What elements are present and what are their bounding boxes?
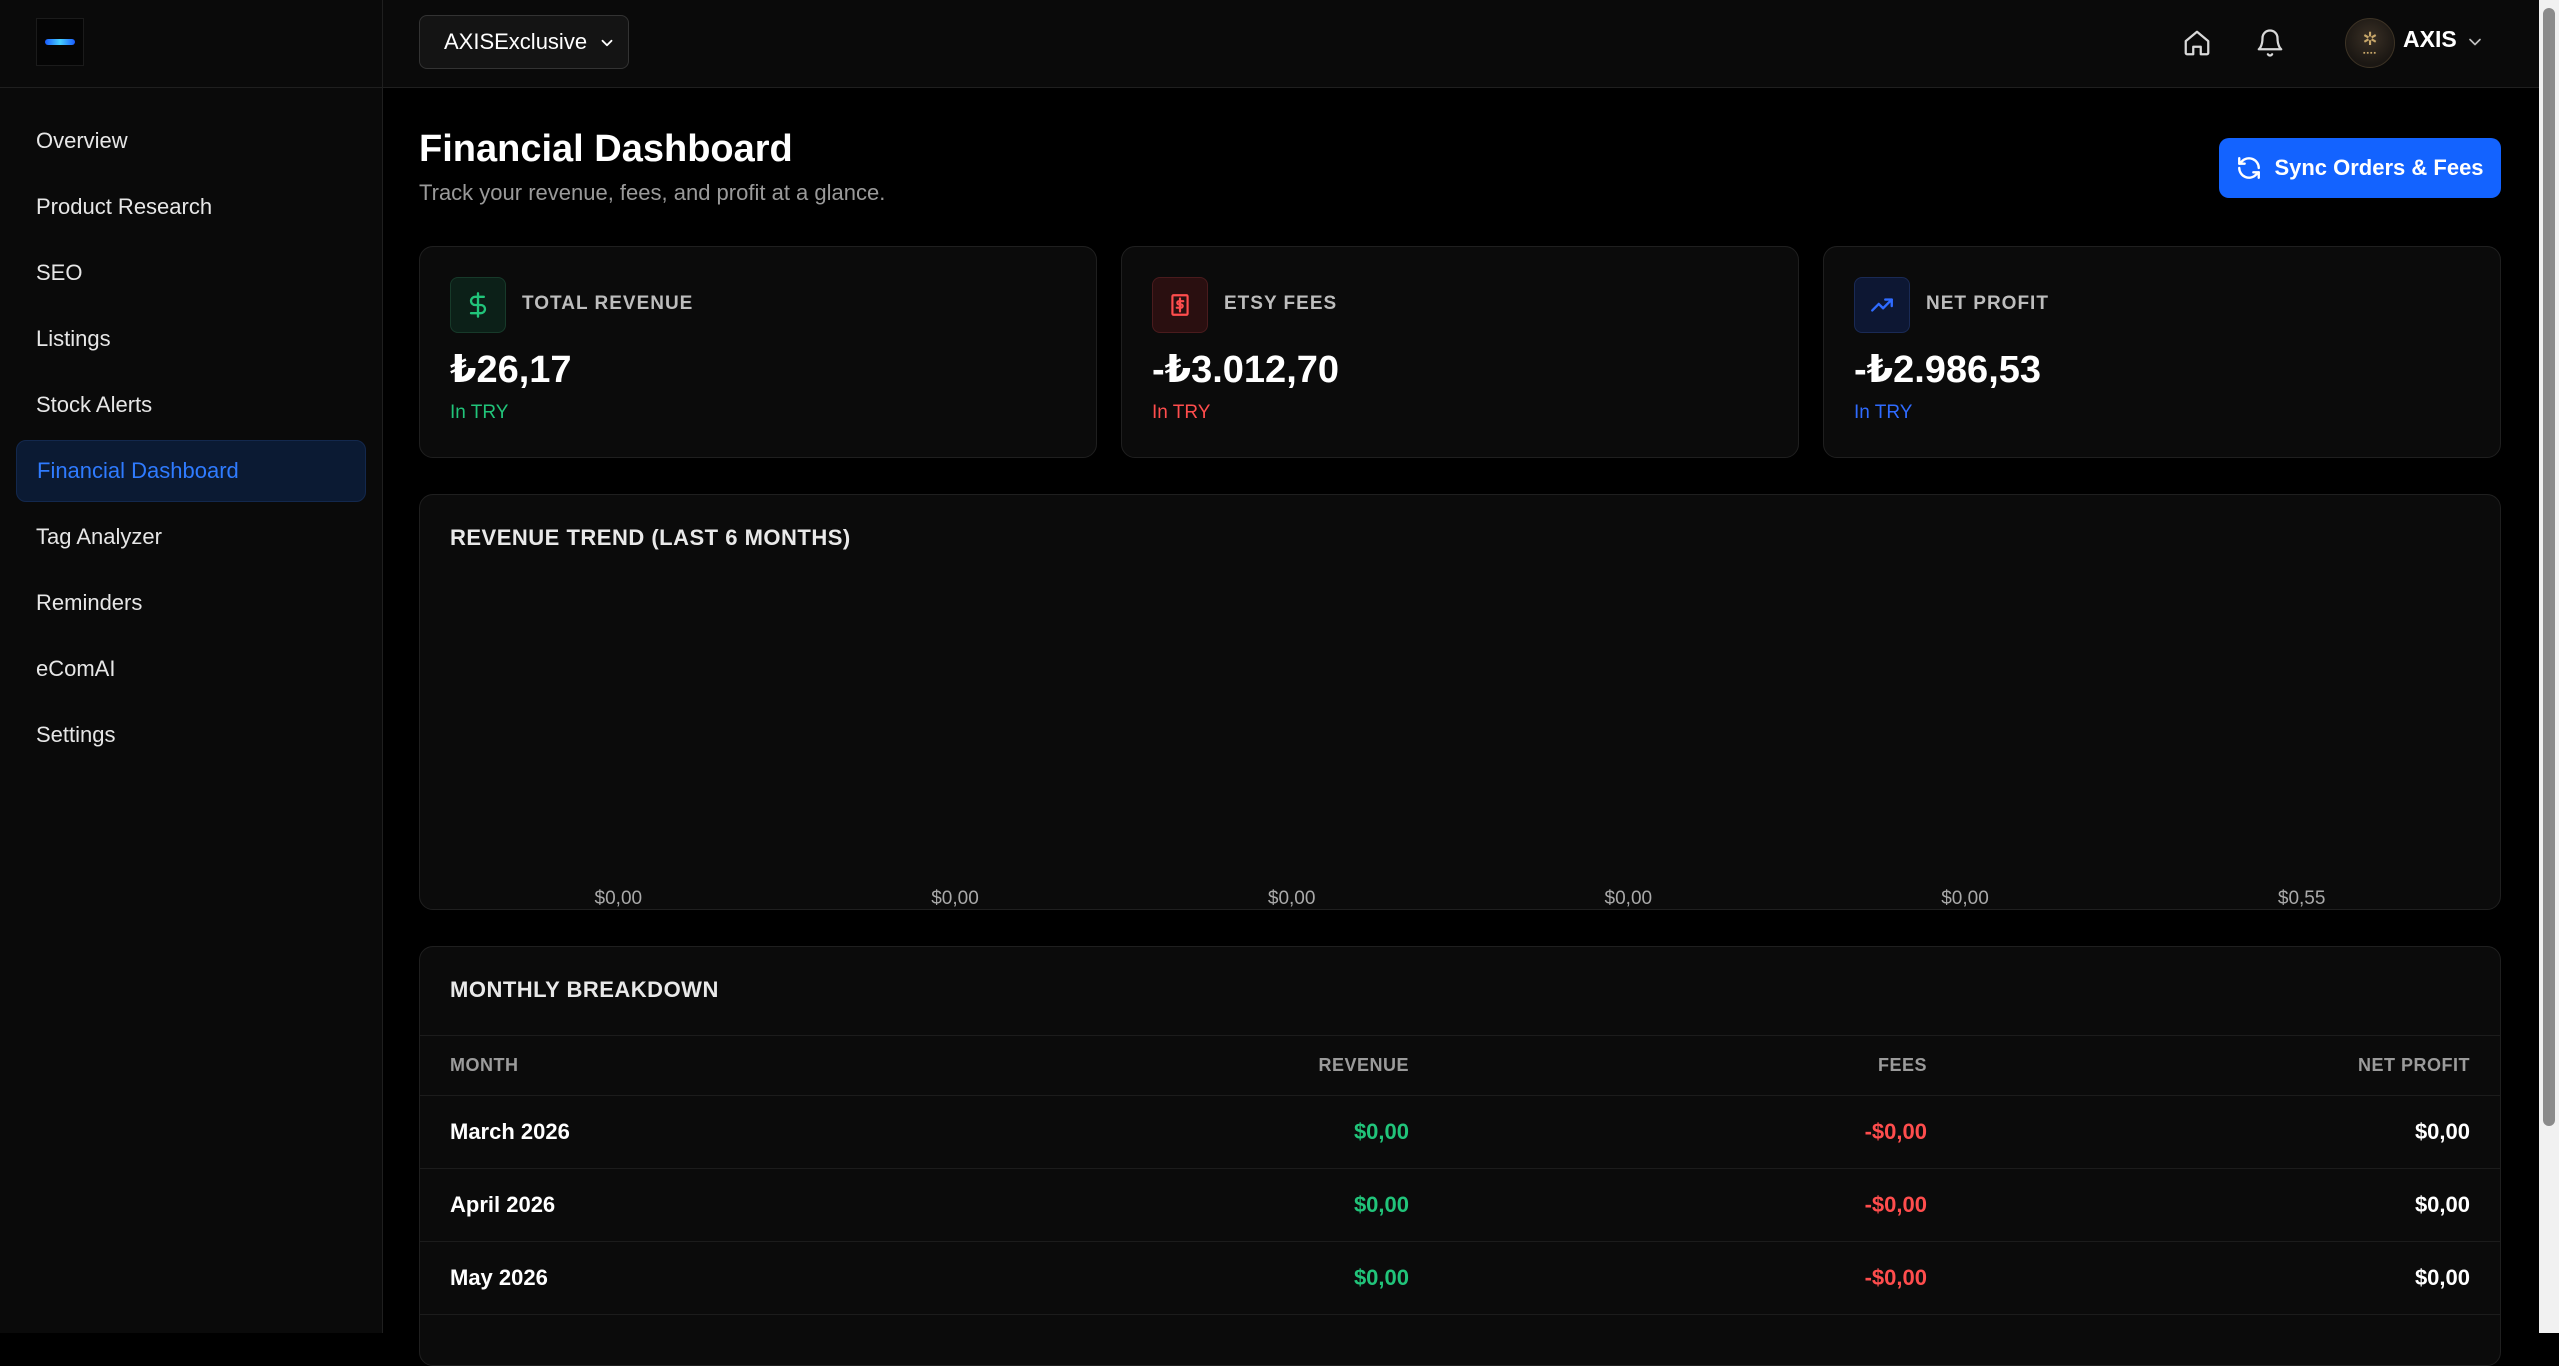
chart-value-label: $0,55 <box>2278 888 2326 909</box>
avatar[interactable]: ✲ ▪▪▪▪ <box>2345 18 2395 68</box>
avatar-logo-lettering: ▪▪▪▪ <box>2363 49 2377 57</box>
chart-value-label: $0,00 <box>1605 888 1653 909</box>
home-button[interactable] <box>2176 22 2218 64</box>
stat-value: -₺3.012,70 <box>1152 349 1340 391</box>
chevron-down-icon[interactable] <box>2465 32 2485 52</box>
sidebar-item-tag-analyzer[interactable]: Tag Analyzer <box>16 506 366 568</box>
column-header-fees: FEES <box>1410 1035 1928 1096</box>
sidebar: Overview Product Research SEO Listings S… <box>0 0 383 1333</box>
table-row: March 2026 $0,00 -$0,00 $0,00 <box>420 1095 2500 1169</box>
stat-label: NET PROFIT <box>1926 293 2049 314</box>
logo-mark <box>45 39 75 45</box>
stat-icon-box <box>1854 277 1910 333</box>
table-header-row: MONTH REVENUE FEES NET PROFIT <box>420 1035 2500 1096</box>
sidebar-item-stock-alerts[interactable]: Stock Alerts <box>16 374 366 436</box>
stat-value: ₺26,17 <box>450 349 572 391</box>
sidebar-item-overview[interactable]: Overview <box>16 110 366 172</box>
sidebar-item-label: Reminders <box>36 590 143 615</box>
cell-revenue: $0,00 <box>1060 1168 1410 1242</box>
sidebar-item-label: Settings <box>36 722 116 747</box>
table-row: May 2026 $0,00 -$0,00 $0,00 <box>420 1241 2500 1315</box>
breakdown-table: MONTH REVENUE FEES NET PROFIT March 2026… <box>420 1035 2500 1315</box>
store-select-value: AXISExclusive <box>444 29 588 54</box>
column-header-revenue: REVENUE <box>1060 1035 1410 1096</box>
cell-month: March 2026 <box>420 1095 1060 1169</box>
sidebar-item-seo[interactable]: SEO <box>16 242 366 304</box>
sidebar-item-ecomai[interactable]: eComAI <box>16 638 366 700</box>
home-icon <box>2184 30 2210 56</box>
sidebar-item-label: Tag Analyzer <box>36 524 162 549</box>
sidebar-item-label: SEO <box>36 260 83 285</box>
monthly-breakdown-panel: MONTHLY BREAKDOWN MONTH REVENUE FEES NET… <box>419 946 2501 1366</box>
bell-icon <box>2257 29 2283 57</box>
stat-currency-note: In TRY <box>1152 402 1211 423</box>
scrollbar-thumb[interactable] <box>2543 8 2555 1126</box>
notifications-button[interactable] <box>2249 22 2291 64</box>
page-subtitle: Track your revenue, fees, and profit at … <box>419 180 886 205</box>
refresh-icon <box>2238 157 2261 179</box>
sidebar-item-label: Product Research <box>36 194 213 219</box>
avatar-emblem-icon: ✲ <box>2362 28 2378 49</box>
stat-card-etsy-fees: ETSY FEES -₺3.012,70 In TRY <box>1121 246 1799 458</box>
breakdown-title: MONTHLY BREAKDOWN <box>450 977 719 1002</box>
sync-orders-button[interactable]: Sync Orders & Fees <box>2219 138 2501 198</box>
cell-month: May 2026 <box>420 1241 1060 1315</box>
cell-revenue: $0,00 <box>1060 1241 1410 1315</box>
app-logo[interactable] <box>36 18 84 66</box>
stat-icon-box <box>1152 277 1208 333</box>
page-title: Financial Dashboard <box>419 128 793 170</box>
chart-value-label: $0,00 <box>931 888 979 909</box>
column-header-net-profit: NET PROFIT <box>1928 1035 2500 1096</box>
cell-net-profit: $0,00 <box>1928 1095 2500 1169</box>
cell-fees: -$0,00 <box>1410 1168 1928 1242</box>
revenue-trend-chart: $0,00Mar$0,00Apr$0,00May$0,00Jun$0,00Jul… <box>595 888 2326 909</box>
sidebar-item-reminders[interactable]: Reminders <box>16 572 366 634</box>
chevron-down-icon <box>601 39 613 47</box>
cell-net-profit: $0,00 <box>1928 1168 2500 1242</box>
chart-title: REVENUE TREND (LAST 6 MONTHS) <box>450 525 851 550</box>
chart-value-label: $0,00 <box>595 888 643 909</box>
stat-icon-box <box>450 277 506 333</box>
chart-value-label: $0,00 <box>1941 888 1989 909</box>
sidebar-item-label: Listings <box>36 326 111 351</box>
receipt-dollar-icon <box>1171 294 1189 316</box>
top-bar: AXISExclusive ✲ ▪▪▪▪ AXIS <box>383 0 2539 88</box>
sidebar-item-financial-dashboard[interactable]: Financial Dashboard <box>16 440 366 502</box>
stat-value: -₺2.986,53 <box>1854 349 2042 391</box>
sidebar-item-listings[interactable]: Listings <box>16 308 366 370</box>
sidebar-item-label: Overview <box>36 128 128 153</box>
sidebar-item-label: eComAI <box>36 656 116 681</box>
stat-label: TOTAL REVENUE <box>522 293 694 314</box>
cell-net-profit: $0,00 <box>1928 1241 2500 1315</box>
cell-month: April 2026 <box>420 1168 1060 1242</box>
cell-fees: -$0,00 <box>1410 1241 1928 1315</box>
sidebar-item-label: Financial Dashboard <box>37 458 239 483</box>
page-scrollbar[interactable] <box>2539 0 2559 1333</box>
stat-card-total-revenue: TOTAL REVENUE ₺26,17 In TRY <box>419 246 1097 458</box>
stat-currency-note: In TRY <box>450 402 509 423</box>
stat-label: ETSY FEES <box>1224 293 1338 314</box>
cell-revenue: $0,00 <box>1060 1095 1410 1169</box>
dollar-icon <box>469 292 487 318</box>
sync-button-label: Sync Orders & Fees <box>2274 155 2484 180</box>
sidebar-header <box>0 0 382 88</box>
sidebar-item-settings[interactable]: Settings <box>16 704 366 766</box>
table-row: April 2026 $0,00 -$0,00 $0,00 <box>420 1168 2500 1242</box>
store-select[interactable]: AXISExclusive <box>419 15 629 69</box>
trending-up-icon <box>1871 298 1893 312</box>
revenue-trend-panel: REVENUE TREND (LAST 6 MONTHS) $0,00Mar$0… <box>419 494 2501 910</box>
sidebar-item-label: Stock Alerts <box>36 392 153 417</box>
stat-card-net-profit: NET PROFIT -₺2.986,53 In TRY <box>1823 246 2501 458</box>
column-header-month: MONTH <box>420 1035 1060 1096</box>
cell-fees: -$0,00 <box>1410 1095 1928 1169</box>
user-name[interactable]: AXIS <box>2403 26 2457 52</box>
chart-value-label: $0,00 <box>1268 888 1316 909</box>
sidebar-nav: Overview Product Research SEO Listings S… <box>16 110 366 770</box>
stat-currency-note: In TRY <box>1854 402 1913 423</box>
sidebar-item-product-research[interactable]: Product Research <box>16 176 366 238</box>
